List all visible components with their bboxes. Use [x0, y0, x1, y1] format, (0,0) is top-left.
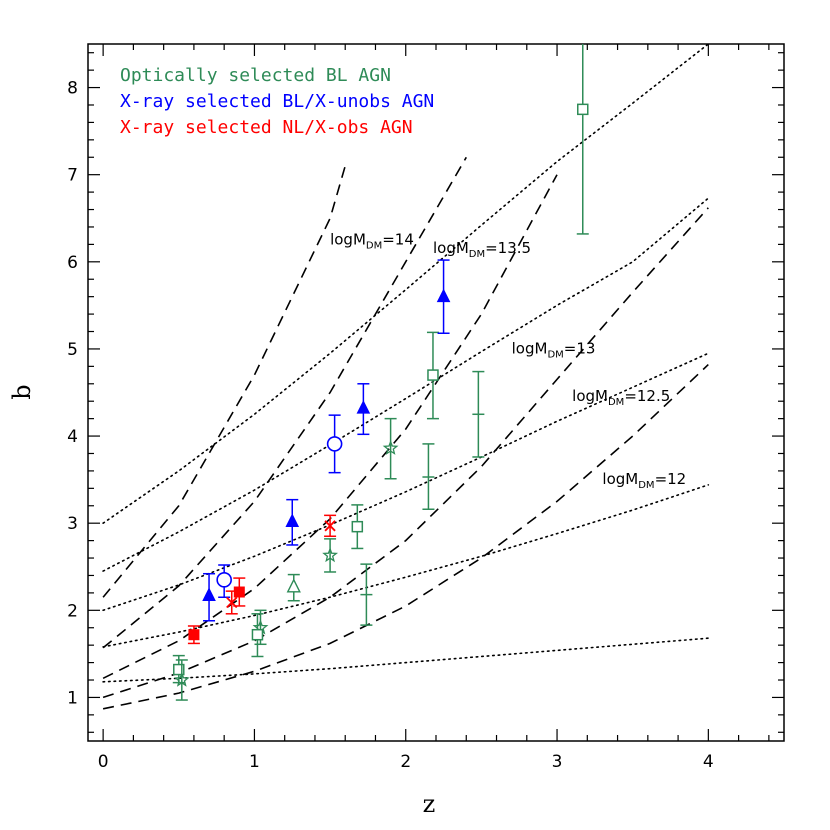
marker-triangle-open	[286, 578, 301, 593]
data-point	[202, 572, 216, 622]
mass-label-value: =12	[655, 470, 687, 488]
dotted-curve	[102, 484, 710, 648]
mass-label-subscript: DM	[366, 240, 382, 251]
marker-cross	[226, 596, 238, 609]
data-point	[326, 414, 343, 474]
dashed-curve	[102, 364, 709, 710]
marker-triangle-filled	[285, 513, 300, 527]
mass-label-value: =12.5	[624, 387, 670, 405]
data-point	[173, 659, 190, 701]
dotted-curve	[102, 352, 710, 612]
x-tick-label: 1	[249, 752, 260, 772]
marker-square	[427, 369, 439, 381]
legend-entry: Optically selected BL AGN	[120, 65, 391, 86]
data-point	[382, 417, 399, 480]
data-point	[360, 563, 373, 626]
x-tick-label: 0	[98, 752, 109, 772]
data-point	[322, 538, 339, 573]
data-point	[251, 613, 264, 658]
data-points	[172, 44, 589, 701]
dashed-curve	[102, 207, 709, 699]
marker-square	[173, 663, 185, 676]
axes: 0 1 2 3 4 1 2 3 4 5 6 7 8	[67, 44, 784, 772]
data-point	[472, 370, 485, 458]
mass-label-base: logM	[330, 230, 366, 248]
dotted-curve	[102, 197, 710, 572]
marker-square-filled	[188, 629, 200, 641]
x-tick-label: 3	[552, 752, 563, 772]
marker-triangle-filled	[436, 288, 451, 303]
legend: Optically selected BL AGN X-ray selected …	[120, 65, 434, 138]
mass-label-value: =14	[382, 230, 414, 248]
marker-square	[577, 103, 589, 116]
mass-label: logMDM=13.5	[433, 239, 531, 260]
marker-square	[251, 628, 264, 641]
data-point	[436, 259, 451, 335]
mass-label-base: logM	[572, 387, 608, 405]
data-point	[576, 44, 589, 235]
mass-label-base: logM	[433, 239, 469, 257]
dotted-curve	[102, 637, 710, 683]
data-point	[233, 577, 246, 607]
y-tick-label: 6	[67, 253, 78, 273]
legend-entry: X-ray selected NL/X-obs AGN	[120, 117, 413, 138]
x-axis-title: z	[423, 790, 436, 818]
marker-circle	[326, 436, 343, 452]
mass-label-value: =13	[564, 339, 596, 357]
data-point	[351, 504, 364, 550]
data-point	[187, 625, 200, 645]
data-point	[324, 514, 337, 538]
y-tick-label: 4	[67, 427, 78, 447]
mass-label: logMDM=12	[602, 470, 686, 491]
data-point	[286, 573, 301, 602]
mass-label-subscript: DM	[469, 249, 485, 260]
y-tick-label: 1	[67, 688, 78, 708]
mass-label: logMDM=13	[512, 339, 596, 360]
data-point	[216, 564, 232, 598]
data-point	[426, 331, 439, 420]
mass-label-subscript: DM	[608, 397, 624, 408]
marker-triangle-filled	[202, 587, 216, 602]
mass-label: logMDM=12.5	[572, 387, 670, 408]
mass-label-base: logM	[602, 470, 638, 488]
marker-circle	[216, 572, 232, 588]
y-tick-label: 5	[67, 340, 78, 360]
data-point	[422, 443, 435, 510]
mass-label-subscript: DM	[638, 480, 654, 491]
model-curves	[102, 44, 710, 710]
legend-entry: X-ray selected BL/X-unobs AGN	[120, 91, 434, 112]
mass-label-subscript: DM	[547, 349, 563, 360]
data-point	[285, 498, 300, 546]
dashed-curve	[102, 156, 467, 649]
mass-labels: logMDM=14 logMDM=13.5logMDM=13logMDM=12.5…	[330, 230, 686, 491]
marker-star	[173, 671, 190, 687]
marker-star	[382, 440, 399, 455]
mass-label-base: logM	[512, 339, 548, 357]
y-tick-label: 7	[67, 166, 78, 186]
marker-square	[351, 520, 364, 533]
marker-star	[322, 547, 339, 563]
data-point	[356, 383, 371, 436]
dashed-curve	[102, 165, 346, 598]
marker-triangle-filled	[356, 400, 371, 414]
x-tick-label: 4	[703, 752, 714, 772]
dotted-curve	[102, 44, 710, 524]
y-tick-label: 3	[67, 514, 78, 534]
marker-square-filled	[233, 586, 245, 598]
y-tick-label: 8	[67, 79, 78, 99]
marker-cross	[324, 520, 336, 532]
y-tick-label: 2	[67, 601, 78, 621]
mass-label: logMDM=14	[330, 230, 414, 251]
y-axis-title: b	[8, 384, 36, 399]
x-tick-label: 2	[400, 752, 411, 772]
mass-label-value: =13.5	[485, 239, 531, 257]
